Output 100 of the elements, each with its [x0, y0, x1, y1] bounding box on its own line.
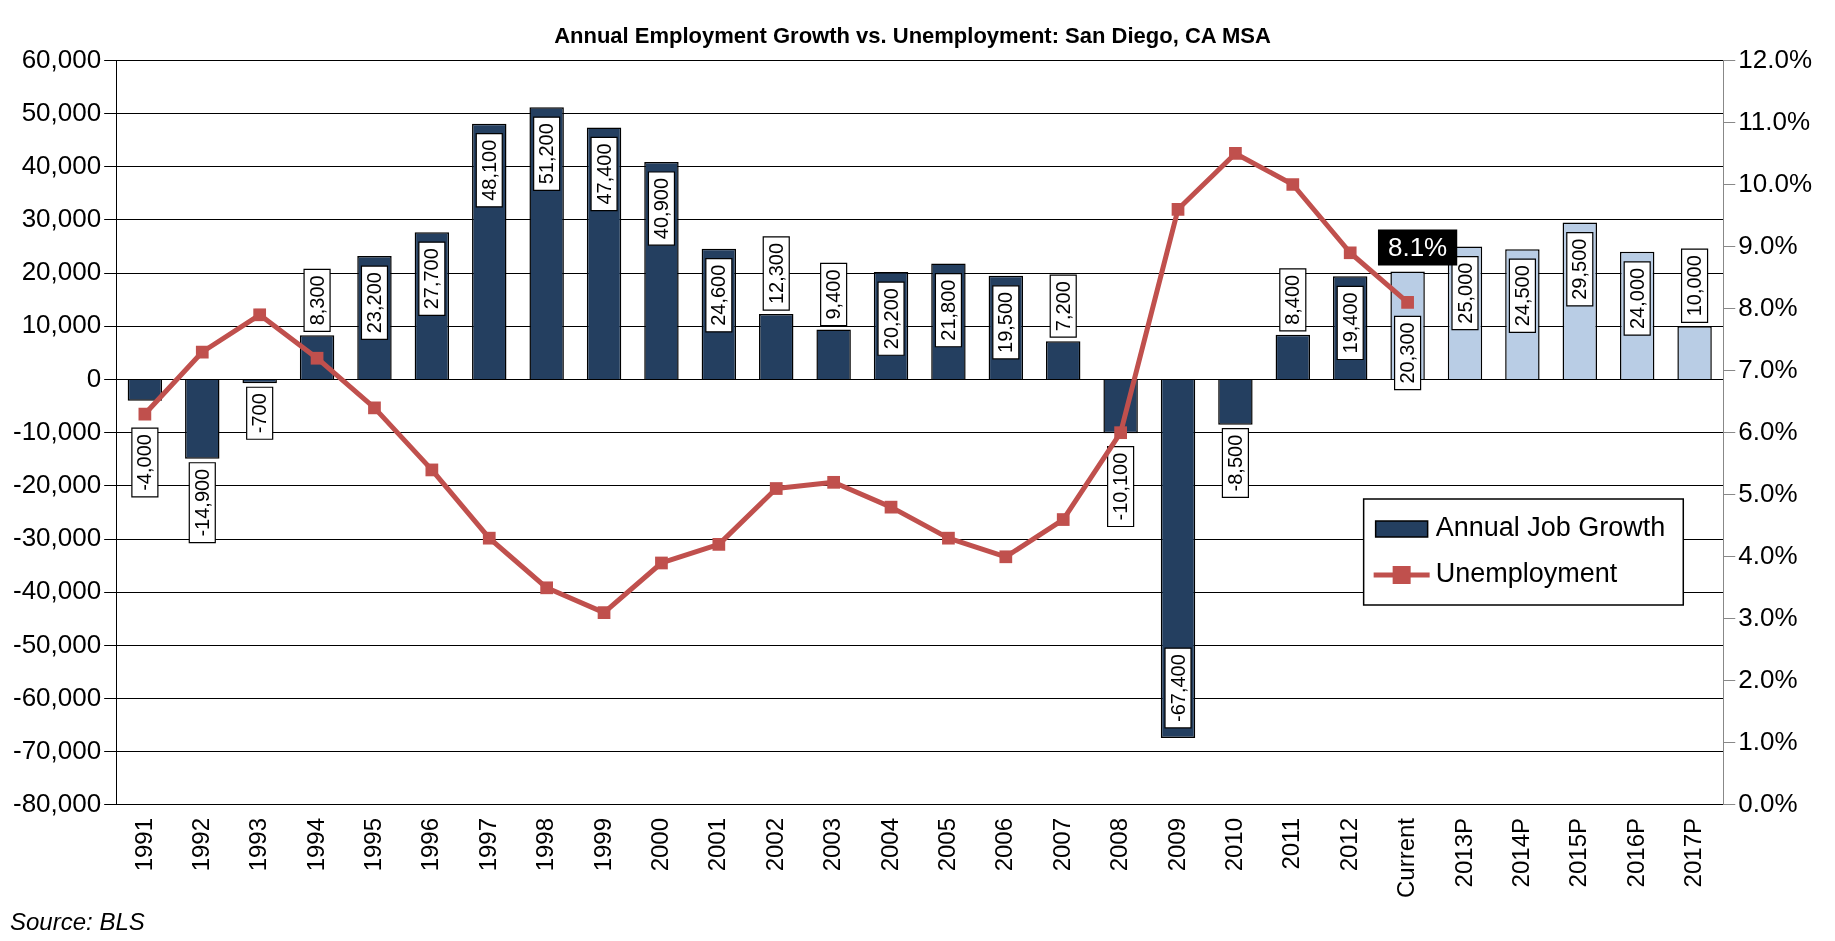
x-tick-label: 2009 [1162, 817, 1190, 872]
data-label: 8,400 [1281, 274, 1304, 325]
x-tick-label: 1991 [129, 817, 157, 872]
data-label: -10,100 [1109, 452, 1132, 521]
annotation: 8.1% [1387, 231, 1448, 262]
point [1229, 147, 1242, 160]
point [195, 345, 209, 359]
point [540, 581, 554, 595]
data-label: -4,000 [133, 434, 156, 491]
point [655, 556, 668, 570]
data-label: -8,500 [1223, 434, 1246, 492]
y-tick-label: -40,000 [12, 575, 102, 606]
data-label: 12,300 [764, 242, 787, 305]
point [769, 482, 783, 495]
point [999, 550, 1013, 564]
data-label: 51,200 [535, 123, 558, 185]
y2-tick-label: 6.0% [1738, 415, 1798, 446]
point [253, 308, 267, 322]
y2-tick-label: 8.0% [1738, 291, 1798, 322]
x-tick-label: 2000 [646, 817, 674, 872]
x-tick-label: 1992 [186, 817, 214, 872]
x-tick-label: 2004 [875, 817, 903, 872]
y-tick-label: -60,000 [12, 681, 102, 712]
legend-label: Annual Job Growth [1435, 512, 1666, 543]
y2-tick-label: 9.0% [1738, 229, 1798, 260]
data-label: -700 [248, 393, 271, 434]
data-label: 47,400 [592, 143, 615, 205]
y-tick-label: 60,000 [21, 43, 102, 74]
y2-tick-label: 2.0% [1738, 664, 1798, 695]
x-tick-label: 2001 [703, 817, 731, 872]
x-tick-label: 2008 [1105, 817, 1133, 872]
y-tick-label: 30,000 [21, 203, 102, 234]
x-tick-label: 2016P [1621, 817, 1649, 888]
x-tick-label: 1997 [473, 817, 501, 872]
point [1401, 296, 1414, 309]
y2-tick-label: 1.0% [1738, 726, 1798, 757]
point [1286, 178, 1300, 191]
data-label: 48,100 [477, 139, 500, 201]
point [1343, 246, 1357, 260]
point [597, 606, 611, 619]
data-label: 8,300 [305, 275, 328, 326]
y-tick-label: -30,000 [12, 522, 102, 553]
x-tick-label: 2003 [818, 817, 846, 872]
point [1171, 202, 1185, 216]
y-tick-label: 40,000 [21, 149, 102, 180]
y-tick-label: 50,000 [21, 96, 102, 127]
y2-tick-label: 5.0% [1738, 477, 1798, 508]
y-tick-label: 20,000 [21, 256, 102, 287]
data-label: -67,400 [1166, 654, 1189, 722]
data-label: 19,500 [994, 291, 1017, 353]
legend-label: Unemployment [1435, 558, 1618, 589]
source-note: Source: BLS [10, 907, 145, 935]
x-tick-label: 2006 [990, 817, 1018, 872]
y2-tick-label: 4.0% [1738, 539, 1798, 570]
y2-tick-label: 3.0% [1738, 602, 1798, 632]
x-tick-label: 1994 [301, 817, 329, 872]
data-label: 29,500 [1568, 238, 1591, 300]
data-label: 19,400 [1338, 292, 1361, 354]
data-label: 20,300 [1396, 322, 1419, 384]
chart-title: Annual Employment Growth vs. Unemployment: San Diego, CA MSA [554, 23, 1271, 49]
y2-tick-label: 0.0% [1738, 788, 1798, 819]
y2-tick-label: 10.0% [1738, 167, 1813, 198]
data-label: 24,500 [1510, 265, 1533, 327]
x-tick-label: Current [1392, 817, 1420, 898]
point [884, 500, 898, 514]
y-tick-label: 0 [86, 362, 102, 393]
data-label: 24,000 [1625, 267, 1648, 330]
data-label: 24,600 [707, 264, 730, 326]
data-label: 25,000 [1453, 262, 1476, 324]
data-label: 10,000 [1683, 255, 1706, 317]
y-tick-label: -70,000 [12, 734, 102, 765]
x-tick-label: 2005 [933, 817, 961, 872]
x-tick-label: 1993 [244, 817, 272, 872]
point [942, 531, 955, 545]
point [1056, 513, 1070, 526]
data-label: 21,800 [936, 279, 959, 341]
data-label: -14,900 [190, 468, 213, 537]
x-tick-label: 2010 [1220, 817, 1248, 872]
y2-tick-label: 12.0% [1738, 43, 1813, 74]
x-tick-label: 1998 [531, 817, 559, 872]
x-tick-label: 1999 [588, 817, 616, 872]
point [482, 531, 496, 545]
y2-tick-label: 11.0% [1738, 105, 1811, 136]
x-tick-label: 1995 [359, 817, 387, 872]
y2-tick-label: 7.0% [1738, 353, 1798, 384]
x-tick-label: 2013P [1449, 817, 1477, 888]
data-label: 9,400 [822, 269, 845, 320]
y-tick-label: -80,000 [12, 788, 102, 819]
x-tick-label: 2012 [1334, 817, 1362, 872]
point [368, 401, 381, 415]
y-tick-label: -10,000 [12, 415, 102, 446]
data-label: 20,200 [879, 288, 902, 350]
y-tick-label: -20,000 [12, 469, 102, 500]
y-tick-label: 10,000 [21, 309, 102, 340]
data-label: 7,200 [1051, 281, 1074, 332]
data-label: 40,900 [649, 177, 672, 240]
x-tick-label: 2011 [1277, 817, 1305, 870]
x-tick-label: 2014P [1507, 817, 1535, 888]
x-tick-label: 2017P [1679, 817, 1707, 888]
x-tick-label: 2007 [1047, 817, 1075, 872]
